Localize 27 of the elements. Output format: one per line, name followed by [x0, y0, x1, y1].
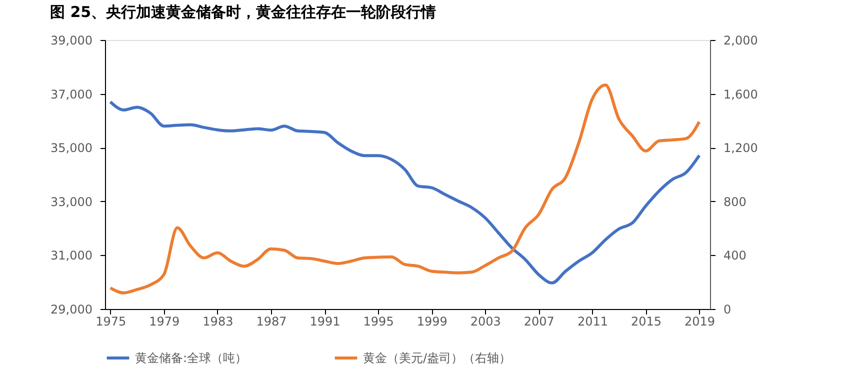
x-tick-label: 2011	[577, 314, 608, 328]
x-tick-label: 1975	[96, 314, 126, 328]
y2-tick-label: 400	[724, 248, 746, 263]
legend-label: 黄金储备:全球（吨）	[135, 351, 248, 365]
y-tick-label: 33,000	[50, 194, 92, 209]
x-tick-label: 2007	[524, 314, 554, 328]
y-tick-label: 35,000	[50, 141, 92, 156]
y2-tick-label: 1,600	[724, 87, 758, 102]
x-tick-label: 1983	[202, 314, 234, 328]
x-tick-label: 1991	[310, 314, 340, 328]
legend-label: 黄金（美元/盎司）（右轴）	[363, 351, 512, 365]
y2-tick-label: 1,200	[724, 141, 758, 156]
y2-tick-label: 800	[724, 194, 746, 209]
x-tick-label: 1995	[363, 314, 394, 328]
y2-tick-label: 2,000	[724, 34, 758, 48]
y-tick-label: 29,000	[50, 302, 92, 316]
y-tick-label: 39,000	[50, 34, 92, 48]
x-tick-label: 1979	[149, 314, 180, 328]
x-tick-label: 2003	[470, 314, 501, 328]
y-tick-label: 37,000	[50, 87, 92, 102]
x-tick-label: 2015	[630, 314, 662, 328]
y2-tick-label: 0	[724, 302, 732, 316]
x-tick-label: 2019	[684, 314, 716, 328]
y-tick-label: 31,000	[50, 248, 92, 263]
x-tick-label: 1987	[256, 314, 287, 328]
x-tick-label: 1999	[416, 314, 448, 328]
chart-title: 图 25、央行加速黄金储备时，黄金往往存在一轮阶段行情	[50, 3, 436, 21]
